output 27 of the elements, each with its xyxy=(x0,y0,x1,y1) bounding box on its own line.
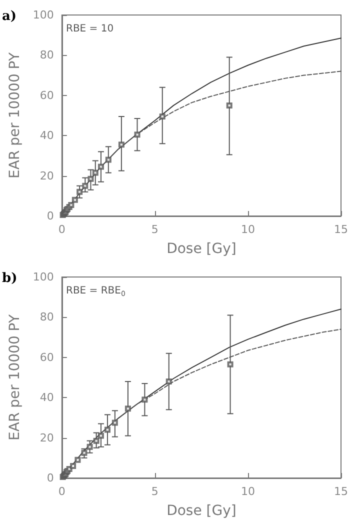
y-tick-label: 100 xyxy=(32,8,54,22)
y-tick-label: 60 xyxy=(40,88,54,102)
y-tick-label: 20 xyxy=(40,169,54,182)
x-tick-label: 15 xyxy=(334,223,348,236)
text: b) xyxy=(2,271,18,286)
y-axis-title: EAR per 10000 PY xyxy=(7,52,23,178)
x-axis-title: Dose [Gy] xyxy=(166,503,236,519)
y-axis-title: EAR per 10000 PY xyxy=(7,314,23,440)
x-tick-label: 15 xyxy=(334,485,348,498)
x-axis-title: Dose [Gy] xyxy=(166,241,236,257)
x-tick-label: 5 xyxy=(151,223,158,236)
y-tick-label: 40 xyxy=(40,391,54,404)
y-tick-label: 80 xyxy=(40,310,54,324)
y-tick-label: 40 xyxy=(40,129,54,142)
annotation: RBE = 10 xyxy=(66,24,114,34)
x-tick-label: 10 xyxy=(240,485,255,498)
y-tick-label: 20 xyxy=(40,431,54,444)
text: a) xyxy=(2,9,17,24)
y-tick-label: 0 xyxy=(46,472,54,484)
x-tick-label: 5 xyxy=(151,485,158,498)
y-tick-label: 100 xyxy=(32,270,54,284)
x-tick-label: 0 xyxy=(58,485,66,498)
y-tick-label: 0 xyxy=(46,210,54,222)
y-tick-label: 60 xyxy=(40,350,54,364)
y-tick-label: 80 xyxy=(40,48,54,62)
x-tick-label: 10 xyxy=(240,223,255,236)
x-tick-label: 0 xyxy=(58,223,66,236)
